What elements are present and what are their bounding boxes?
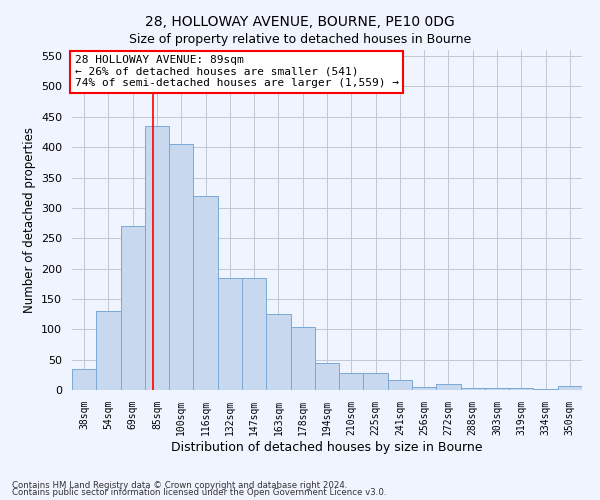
X-axis label: Distribution of detached houses by size in Bourne: Distribution of detached houses by size … [171, 440, 483, 454]
Bar [364, 373, 388, 390]
Bar [412, 387, 436, 390]
Text: Contains public sector information licensed under the Open Government Licence v3: Contains public sector information licen… [12, 488, 386, 497]
Text: Size of property relative to detached houses in Bourne: Size of property relative to detached ho… [129, 32, 471, 46]
Bar [339, 373, 364, 390]
Text: 28, HOLLOWAY AVENUE, BOURNE, PE10 0DG: 28, HOLLOWAY AVENUE, BOURNE, PE10 0DG [145, 15, 455, 29]
Bar [121, 226, 145, 390]
Bar [290, 328, 315, 390]
Bar [218, 278, 242, 390]
Y-axis label: Number of detached properties: Number of detached properties [23, 127, 35, 313]
Bar [461, 388, 485, 390]
Bar [558, 386, 582, 390]
Bar [96, 311, 121, 390]
Bar [72, 369, 96, 390]
Text: 28 HOLLOWAY AVENUE: 89sqm
← 26% of detached houses are smaller (541)
74% of semi: 28 HOLLOWAY AVENUE: 89sqm ← 26% of detac… [74, 55, 398, 88]
Bar [388, 380, 412, 390]
Bar [315, 362, 339, 390]
Bar [533, 389, 558, 390]
Text: Contains HM Land Registry data © Crown copyright and database right 2024.: Contains HM Land Registry data © Crown c… [12, 480, 347, 490]
Bar [169, 144, 193, 390]
Bar [436, 384, 461, 390]
Bar [242, 278, 266, 390]
Bar [266, 314, 290, 390]
Bar [145, 126, 169, 390]
Bar [509, 388, 533, 390]
Bar [193, 196, 218, 390]
Bar [485, 388, 509, 390]
